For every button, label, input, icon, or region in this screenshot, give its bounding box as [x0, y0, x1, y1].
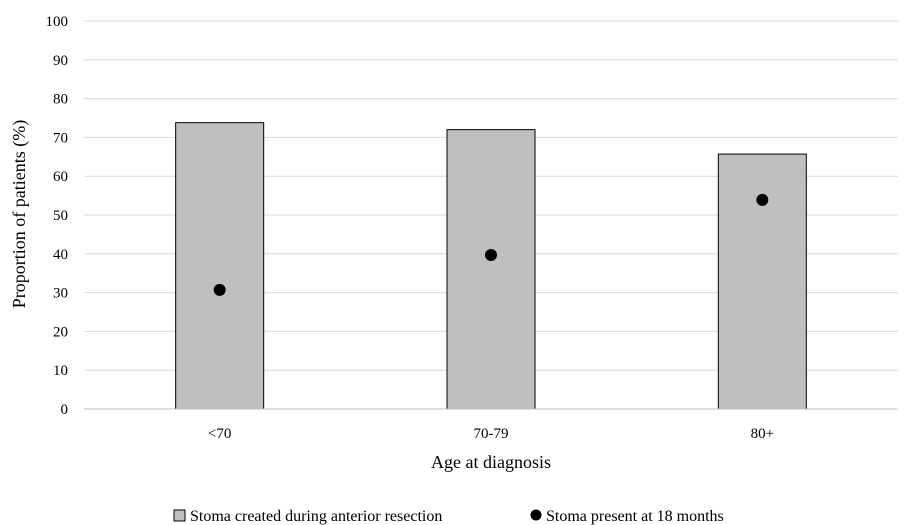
y-tick-label: 10: [53, 363, 68, 379]
x-tick-label: 80+: [751, 426, 774, 442]
y-tick-label: 90: [53, 53, 68, 69]
y-tick-label: 60: [53, 169, 68, 185]
y-tick-label: 20: [53, 324, 68, 340]
point-<70: [213, 283, 226, 296]
x-axis-title: Age at diagnosis: [431, 452, 551, 472]
legend-label-bar: Stoma created during anterior resection: [190, 508, 442, 525]
y-tick-label: 50: [53, 208, 68, 224]
y-tick-label: 0: [61, 402, 69, 418]
x-tick-label: <70: [208, 426, 231, 442]
legend: Stoma created during anterior resection …: [173, 508, 724, 525]
y-axis-ticks: 0 10 20 30 40 50 60 70 80 90 100: [46, 14, 69, 418]
y-tick-label: 40: [53, 247, 68, 263]
y-tick-label: 70: [53, 130, 68, 146]
bar-80+: [717, 153, 807, 410]
y-axis-title: Proportion of patients (%): [9, 120, 30, 308]
y-tick-label: 80: [53, 92, 68, 108]
bar-<70: [175, 122, 265, 410]
legend-label-point: Stoma present at 18 months: [546, 508, 724, 525]
points: [213, 193, 769, 296]
point-80+: [756, 193, 769, 206]
y-tick-label: 30: [53, 286, 68, 302]
bar-70-79: [446, 129, 536, 410]
legend-swatch-bar: [173, 509, 186, 522]
x-tick-label: 70-79: [474, 426, 509, 442]
y-tick-label: 100: [46, 14, 69, 30]
legend-swatch-point: [530, 509, 542, 521]
point-70-79: [485, 248, 497, 261]
x-axis-ticks: <70 70-79 80+: [208, 426, 774, 442]
bars: [175, 122, 807, 410]
